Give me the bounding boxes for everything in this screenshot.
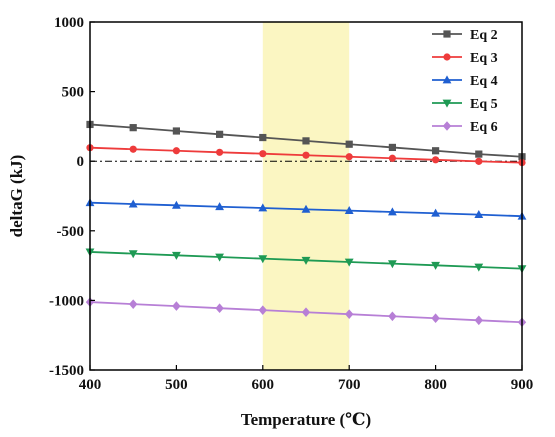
- legend-marker: [442, 121, 452, 131]
- y-tick-label: -1000: [49, 293, 84, 309]
- y-tick-label: 1000: [54, 15, 84, 31]
- data-point: [388, 143, 396, 152]
- data-point: [216, 148, 224, 156]
- data-point: [302, 137, 310, 145]
- legend-label: Eq 2: [470, 28, 498, 43]
- data-point: [475, 150, 483, 158]
- legend-marker: [442, 99, 452, 108]
- data-point: [388, 154, 396, 162]
- x-tick-label: 700: [338, 377, 361, 393]
- x-tick-label: 400: [79, 377, 102, 393]
- legend-marker: [443, 53, 451, 61]
- highlight-band-layer: [262, 22, 350, 370]
- legend-marker: [442, 75, 452, 84]
- y-tick-label: -1500: [49, 363, 84, 379]
- legend-entry: Eq 4: [432, 74, 498, 89]
- data-point: [172, 301, 181, 311]
- legend-label: Eq 6: [470, 120, 498, 135]
- plot-frame: [89, 21, 523, 371]
- data-point: [215, 202, 224, 211]
- highlight-band: [262, 22, 350, 370]
- data-point: [474, 315, 483, 326]
- data-point: [129, 124, 137, 132]
- legend-marker: [443, 30, 451, 38]
- data-point: [259, 150, 267, 158]
- x-axis-title: Temperature (℃): [241, 410, 371, 429]
- legend-entry: Eq 2: [432, 28, 498, 43]
- data-point: [258, 305, 267, 315]
- x-tick-label: 800: [424, 377, 447, 393]
- data-point: [128, 199, 138, 208]
- data-point: [474, 210, 484, 219]
- data-point: [172, 127, 180, 135]
- data-point: [301, 307, 311, 318]
- data-point: [259, 133, 267, 142]
- data-point: [345, 140, 353, 148]
- data-point: [129, 145, 137, 153]
- series-4: [85, 248, 527, 274]
- series-2: [86, 144, 526, 167]
- data-point: [388, 311, 397, 322]
- data-point: [388, 207, 397, 216]
- data-point: [172, 200, 181, 209]
- data-point: [129, 299, 138, 309]
- data-point: [302, 151, 310, 159]
- data-point: [301, 256, 311, 265]
- data-point: [431, 261, 440, 270]
- y-tick-label: 0: [77, 154, 85, 170]
- legend-entry: Eq 6: [432, 120, 498, 135]
- data-point: [345, 309, 354, 319]
- data-point: [215, 303, 224, 313]
- data-point: [475, 157, 483, 165]
- legend-label: Eq 5: [470, 97, 498, 112]
- legend-label: Eq 4: [470, 74, 498, 89]
- data-point: [431, 313, 440, 324]
- data-point: [301, 204, 311, 213]
- data-point: [432, 147, 440, 155]
- x-tick-label: 600: [252, 377, 275, 393]
- ticks-layer: 400 500 600 700 800 900 1000 500 0 -500 -1000 -1500: [49, 15, 533, 393]
- data-point: [474, 263, 484, 272]
- y-tick-label: -500: [57, 224, 85, 240]
- y-axis-title: deltaG (kJ): [7, 155, 26, 238]
- data-point: [258, 255, 268, 264]
- data-point: [216, 130, 224, 138]
- data-point: [388, 260, 397, 269]
- data-point: [432, 156, 440, 164]
- y-tick-label: 500: [62, 85, 85, 101]
- data-point: [258, 203, 268, 212]
- data-point: [344, 258, 354, 267]
- data-point: [172, 251, 181, 260]
- data-point: [345, 153, 353, 161]
- legend-label: Eq 3: [470, 51, 498, 66]
- data-point: [128, 250, 138, 259]
- legend: Eq 2 Eq 3 Eq 4 Eq 5 Eq 6: [432, 28, 498, 135]
- x-tick-label: 900: [511, 377, 534, 393]
- data-point: [344, 206, 354, 215]
- data-point: [172, 147, 180, 155]
- legend-entry: Eq 5: [432, 97, 498, 112]
- legend-entry: Eq 3: [432, 51, 498, 66]
- data-point: [215, 253, 224, 262]
- data-point: [431, 208, 440, 217]
- series-layer: [85, 120, 527, 328]
- x-tick-label: 500: [165, 377, 188, 393]
- series-5: [85, 297, 527, 328]
